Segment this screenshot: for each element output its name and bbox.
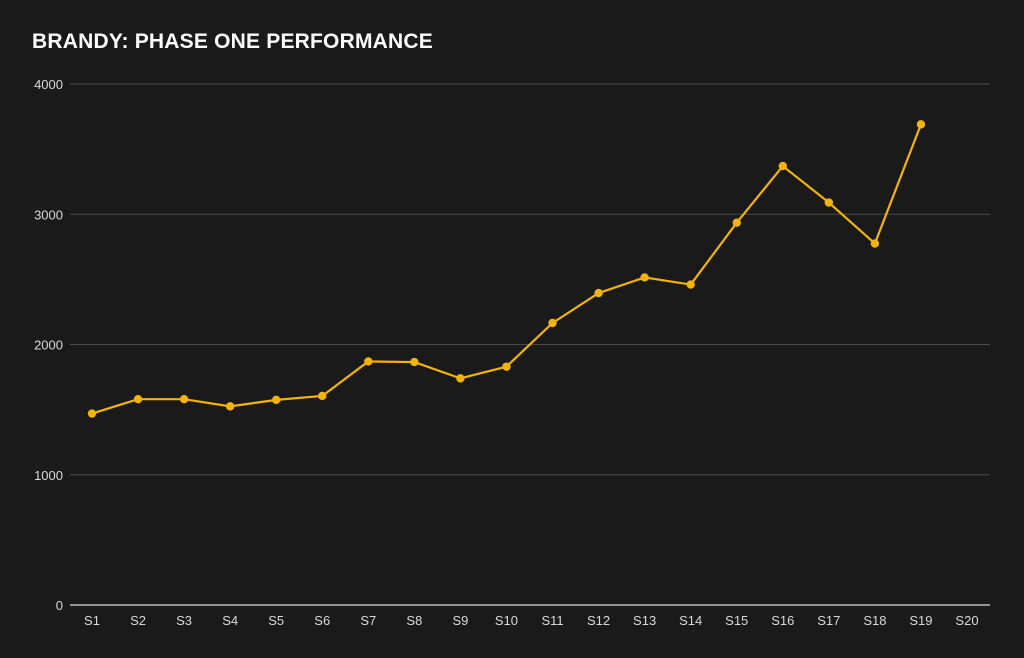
x-tick-label: S4 bbox=[222, 613, 238, 628]
x-tick-label: S3 bbox=[176, 613, 192, 628]
data-point bbox=[364, 357, 373, 366]
x-axis-tick-labels: S1 S2 S3 S4 S5 S6 S7 S8 S9 S10 S11 S12 S13 S14 S15 S16 S… bbox=[84, 613, 979, 628]
x-tick-label: S2 bbox=[130, 613, 146, 628]
data-point bbox=[318, 391, 327, 401]
x-tick-label: S17 bbox=[817, 613, 840, 628]
gridlines bbox=[70, 83, 990, 476]
x-tick-label: S18 bbox=[863, 613, 886, 628]
data-point bbox=[640, 273, 649, 282]
y-tick-label: 4000 bbox=[34, 77, 63, 92]
y-axis-tick-labels: 0 1000 2000 3000 4000 bbox=[34, 77, 63, 613]
y-tick-label: 2000 bbox=[34, 338, 63, 353]
x-tick-label: S9 bbox=[452, 613, 468, 628]
x-tick-label: S6 bbox=[314, 613, 330, 628]
x-tick-label: S13 bbox=[633, 613, 656, 628]
x-tick-label: S19 bbox=[909, 613, 932, 628]
x-tick-label: S11 bbox=[541, 613, 563, 628]
x-tick-label: S14 bbox=[679, 613, 702, 628]
y-tick-label: 0 bbox=[56, 598, 63, 613]
data-point bbox=[778, 161, 787, 171]
data-point bbox=[410, 357, 419, 367]
data-point bbox=[179, 395, 189, 404]
data-point bbox=[870, 239, 880, 248]
x-tick-label: S15 bbox=[725, 613, 748, 628]
data-point bbox=[686, 280, 695, 289]
data-point bbox=[456, 374, 465, 383]
y-tick-label: 1000 bbox=[34, 468, 63, 483]
data-point bbox=[916, 120, 926, 129]
series-layer bbox=[87, 120, 926, 418]
x-tick-label: S12 bbox=[587, 613, 610, 628]
y-tick-label: 3000 bbox=[34, 207, 63, 222]
x-tick-label: S20 bbox=[955, 613, 978, 628]
data-point bbox=[225, 402, 235, 411]
data-point bbox=[87, 409, 97, 418]
chart-title: BRANDY: PHASE ONE PERFORMANCE bbox=[32, 30, 433, 53]
data-point bbox=[548, 318, 557, 328]
data-point bbox=[594, 288, 603, 298]
data-point bbox=[272, 395, 281, 405]
data-point bbox=[133, 395, 143, 404]
data-point bbox=[502, 362, 511, 371]
data-point bbox=[824, 198, 834, 207]
x-tick-label: S7 bbox=[360, 613, 376, 628]
x-tick-label: S10 bbox=[495, 613, 518, 628]
x-tick-label: S1 bbox=[84, 613, 100, 628]
x-tick-label: S16 bbox=[771, 613, 794, 628]
x-tick-label: S8 bbox=[406, 613, 422, 628]
x-tick-label: S5 bbox=[268, 613, 284, 628]
data-point bbox=[732, 218, 741, 227]
